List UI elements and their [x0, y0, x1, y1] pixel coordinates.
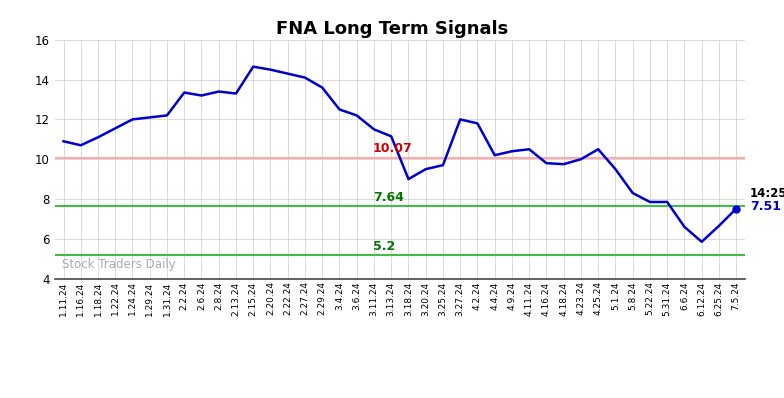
Text: Stock Traders Daily: Stock Traders Daily — [62, 258, 176, 271]
Text: 14:25: 14:25 — [750, 187, 784, 200]
Text: FNA Long Term Signals: FNA Long Term Signals — [276, 20, 508, 38]
Text: 10.07: 10.07 — [373, 142, 412, 156]
Text: 5.2: 5.2 — [373, 240, 395, 253]
Text: 7.51: 7.51 — [750, 200, 781, 213]
Text: 7.64: 7.64 — [373, 191, 404, 204]
